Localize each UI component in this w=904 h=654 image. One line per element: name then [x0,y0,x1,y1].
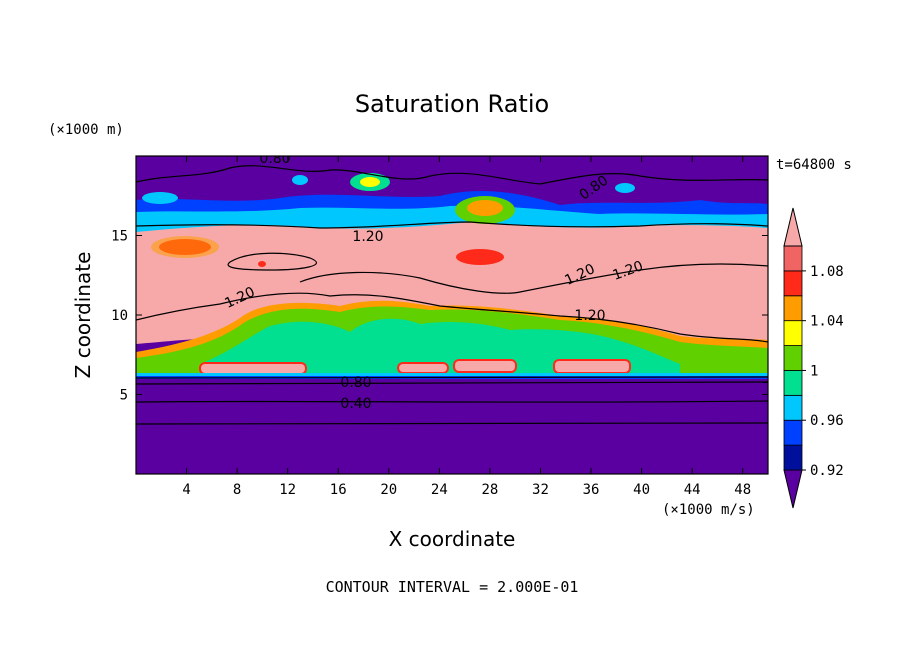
colorbar-bin [783,394,803,421]
contour-line [136,292,768,343]
contour-line [227,252,318,271]
colorbar-bin [783,270,803,297]
contour-line [136,422,768,425]
lower-dry-layer [136,379,768,474]
contour-label: 0.40 [340,396,371,412]
x-tick-label: 32 [532,482,549,498]
colorbar-tick-label: 1.08 [810,264,844,280]
colorbar: 0.92 0.96 1 1.04 1.08 [783,207,844,509]
x-axis-label: X coordinate [389,527,516,551]
colorbar-extension-low [783,469,803,509]
chart-title: Saturation Ratio [355,90,549,118]
x-unit-label: (×1000 m/s) [662,502,755,518]
colorbar-bin [783,345,803,371]
contour-lines [136,165,768,425]
y-unit-label: (×1000 m) [48,122,124,138]
y-axis-label: Z coordinate [71,252,95,379]
warm-blob [360,177,380,187]
contour-label: 0.80 [340,375,371,391]
base-cyan-band [136,373,768,376]
contour-label: 0.80 [259,151,290,167]
contour-line [136,400,768,403]
y-tick-label: 10 [111,308,128,324]
contour-label-bg [256,156,294,164]
contour-label: 1.20 [352,229,383,245]
pink-lens [553,359,631,374]
contour-line [136,165,768,185]
contour-interval-footer: CONTOUR INTERVAL = 2.000E-01 [326,578,579,596]
warm-blob [292,175,308,185]
x-tick-label: 40 [633,482,650,498]
upper-cyan-band [136,205,768,232]
colorbar-bin [783,419,803,446]
x-tick-label: 12 [279,482,296,498]
x-tick-label: 36 [583,482,600,498]
y-tick-label: 5 [120,388,128,404]
pink-lens [397,362,449,374]
colorbar-bin [783,245,803,272]
contour-line [299,263,768,294]
contour-line [136,376,768,379]
heatmap-field: 0.80 0.80 1.20 1.20 1.20 1.20 1.20 0.80 … [136,151,768,474]
contour-labels: 0.80 0.80 1.20 1.20 1.20 1.20 1.20 0.80 … [222,151,645,412]
colorbar-tick-label: 1.04 [810,314,844,330]
orange-patch [151,236,219,258]
time-label: t=64800 s [776,157,852,173]
pink-lens [199,362,307,375]
x-tick-label: 20 [380,482,397,498]
x-axis: 4 8 12 16 20 24 28 32 36 40 44 48 [182,156,751,498]
warm-blob [142,192,178,204]
x-tick-label: 28 [481,482,498,498]
contour-line [136,221,768,229]
colorbar-bin [783,370,803,396]
colorbar-bin [783,320,803,346]
colorbar-tick-label: 0.92 [810,463,844,479]
y-tick-label: 15 [111,229,128,245]
x-tick-label: 16 [330,482,347,498]
colorbar-extension-high [783,207,803,247]
colorbar-tick-label: 1 [810,363,818,379]
x-tick-label: 8 [233,482,241,498]
x-tick-label: 48 [734,482,751,498]
y-axis: 5 10 15 [111,229,768,404]
red-patch [456,249,504,265]
pink-lens [453,359,517,373]
warm-blob [615,183,635,193]
colorbar-tick-label: 0.96 [810,413,844,429]
colorbar-bin [783,444,803,471]
warm-blob [467,200,503,216]
x-tick-label: 24 [431,482,448,498]
colorbar-bin [783,295,803,322]
contour-label: 1.20 [574,308,605,324]
red-patch [258,261,266,267]
contour-line [136,381,768,385]
x-tick-label: 4 [182,482,190,498]
x-tick-label: 44 [684,482,701,498]
